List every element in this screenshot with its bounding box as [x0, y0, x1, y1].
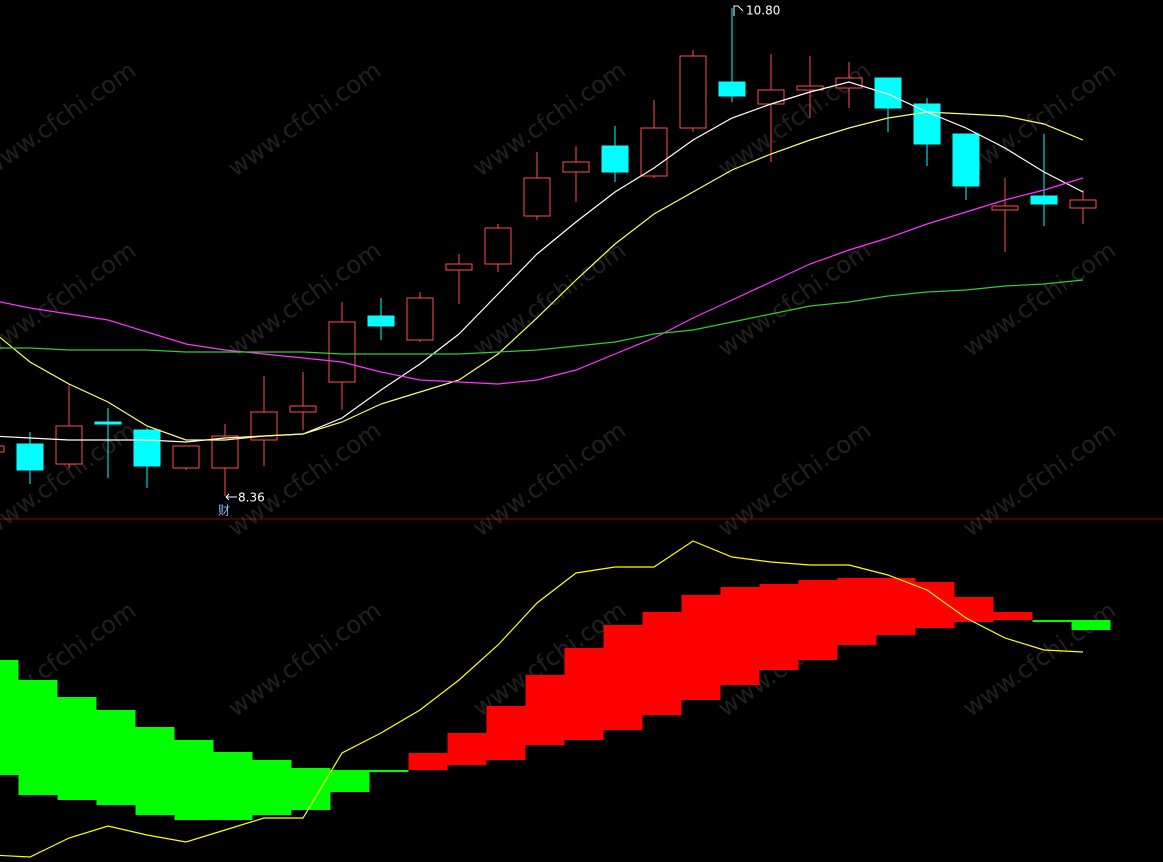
watermark: www.cfchi.com: [713, 416, 876, 542]
range-bar: [213, 752, 253, 820]
indicator-line: [0, 177, 1084, 385]
range-bar: [0, 660, 19, 775]
range-bar: [174, 740, 214, 820]
candle-body: [133, 429, 161, 467]
range-bar: [135, 727, 175, 815]
candle-body: [172, 445, 200, 469]
candle-body: [952, 133, 980, 187]
range-bar: [486, 706, 526, 760]
watermark: www.cfchi.com: [223, 416, 386, 542]
candle-body: [913, 103, 941, 145]
watermark: www.cfchi.com: [223, 596, 386, 722]
range-bar: [993, 612, 1033, 620]
candle-body: [55, 425, 83, 465]
watermark: www.cfchi.com: [958, 416, 1121, 542]
candle-body: [367, 315, 395, 327]
watermark: www.cfchi.com: [223, 236, 386, 362]
candle-body: [562, 161, 590, 173]
range-bar: [57, 697, 97, 800]
range-bar: [408, 753, 448, 770]
candle-body: [640, 127, 668, 177]
indicator-line: [0, 279, 1084, 355]
range-bar: [642, 612, 682, 715]
candle-body: [250, 411, 278, 441]
watermark: www.cfchi.com: [468, 416, 631, 542]
watermark: www.cfchi.com: [0, 236, 141, 362]
range-bar: [876, 578, 916, 635]
candle-body: [445, 263, 473, 271]
range-bar: [525, 675, 565, 745]
candle-body: [796, 85, 824, 91]
range-bar: [603, 625, 643, 730]
indicator-line: [0, 81, 1084, 443]
range-bar: [369, 770, 409, 772]
candle-body: [406, 297, 434, 341]
watermark: www.cfchi.com: [223, 56, 386, 182]
range-bar: [1071, 620, 1111, 630]
range-bar: [252, 760, 292, 815]
candle-body: [601, 145, 629, 173]
candle-body: [16, 443, 44, 471]
candle-body: [991, 205, 1019, 211]
low-label: 8.36: [238, 491, 265, 505]
range-bar: [720, 587, 760, 685]
watermark: www.cfchi.com: [0, 56, 141, 182]
range-bar: [1032, 620, 1072, 622]
range-bar: [681, 595, 721, 700]
range-bar: [447, 733, 487, 765]
range-bar: [96, 710, 136, 805]
candle-body: [289, 405, 317, 413]
range-bar: [330, 770, 370, 792]
high-label: 10.80: [746, 4, 780, 18]
candle-body: [0, 445, 5, 453]
range-bar: [954, 597, 994, 622]
candle-body: [835, 77, 863, 89]
candle-body: [874, 77, 902, 109]
annotation-pointer: [225, 493, 237, 501]
range-bar: [564, 648, 604, 740]
candle-body: [1030, 195, 1058, 205]
watermark: www.cfchi.com: [958, 56, 1121, 182]
candle-body: [484, 227, 512, 265]
annotation-pointer: [733, 5, 744, 16]
indicator-line: [0, 540, 1084, 858]
range-bar: [759, 584, 799, 670]
watermark: www.cfchi.com: [958, 236, 1121, 362]
candle-body: [718, 81, 746, 97]
watermark: www.cfchi.com: [713, 236, 876, 362]
candle-body: [679, 55, 707, 129]
watermark: www.cfchi.com: [713, 56, 876, 182]
range-bar: [291, 768, 331, 810]
range-bar: [18, 680, 58, 795]
event-marker: 财: [218, 504, 230, 518]
range-bar: [837, 578, 877, 645]
candle-body: [328, 321, 356, 383]
indicator-line: [0, 111, 1084, 441]
candle-body: [1069, 199, 1097, 209]
candle-body: [211, 435, 239, 469]
range-bar: [798, 580, 838, 660]
candle-body: [94, 421, 122, 425]
candle-body: [757, 89, 785, 105]
candle-body: [523, 177, 551, 217]
